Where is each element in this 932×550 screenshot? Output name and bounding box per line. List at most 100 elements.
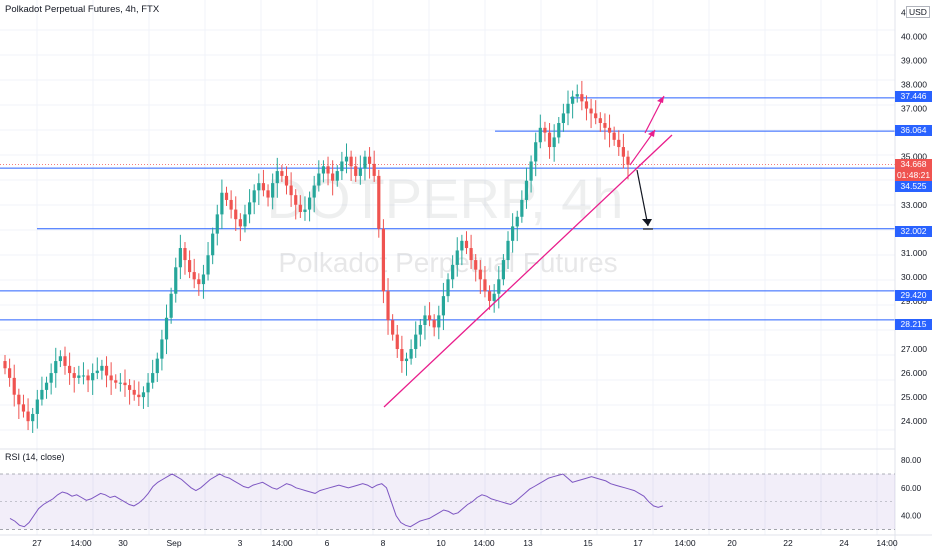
- candle-body: [612, 132, 616, 140]
- candle-body: [266, 190, 270, 198]
- price-tag-28215: 28.215: [895, 319, 932, 330]
- projection-down: [636, 169, 649, 227]
- candle-body: [515, 216, 519, 227]
- candle-body: [367, 156, 372, 164]
- candle-body: [552, 137, 556, 148]
- candle-body: [621, 147, 625, 157]
- candle-body: [178, 248, 182, 268]
- candle-body: [354, 166, 358, 176]
- price-tag-37446: 37.446: [895, 91, 932, 102]
- candle-body: [626, 156, 630, 165]
- arrow-head: [657, 96, 664, 103]
- candle-body: [201, 274, 206, 285]
- candle-body: [243, 214, 247, 227]
- price-tag-29420: 29.420: [895, 290, 932, 301]
- candle-body: [252, 190, 256, 203]
- time-axis-label: Sep: [166, 538, 181, 548]
- price-tag-36064: 36.064: [895, 125, 932, 136]
- candle-body: [8, 368, 12, 378]
- candle-body: [474, 260, 478, 270]
- candle-body: [340, 161, 344, 172]
- candle-body: [169, 293, 173, 318]
- candle-body: [81, 375, 86, 377]
- candle-body: [31, 413, 35, 422]
- time-axis-label: 22: [783, 538, 793, 548]
- candle-body: [183, 248, 187, 261]
- candle-body: [72, 373, 76, 378]
- candle-body: [395, 334, 399, 350]
- candle-body: [261, 183, 266, 191]
- candle-body: [372, 163, 376, 176]
- candle-body: [44, 382, 49, 390]
- candle-body: [603, 123, 607, 128]
- candle-body: [529, 161, 533, 181]
- candle-body: [229, 199, 233, 210]
- candle-body: [547, 132, 552, 148]
- candle-body: [409, 349, 413, 359]
- candle-body: [418, 324, 422, 335]
- chart-title: Polkadot Perpetual Futures, 4h, FTX: [5, 4, 160, 15]
- candle-body: [460, 240, 464, 251]
- candle-body: [257, 183, 261, 191]
- candle-body: [520, 199, 524, 217]
- candle-body: [137, 394, 141, 398]
- candle-body: [575, 94, 579, 97]
- rsi-axis-label: 40.00: [901, 512, 922, 521]
- candle-body: [17, 394, 21, 405]
- candle-body: [511, 226, 515, 241]
- candle-body: [220, 192, 224, 215]
- candle-body: [524, 180, 529, 200]
- candle-body: [580, 94, 584, 102]
- candle-body: [432, 320, 436, 328]
- candle-body: [557, 123, 561, 138]
- arrow-head: [648, 130, 655, 137]
- candle-body: [344, 156, 349, 162]
- candle-body: [598, 118, 602, 124]
- candle-body: [464, 240, 469, 249]
- currency-selector[interactable]: USD: [906, 6, 930, 18]
- candle-body: [12, 377, 16, 395]
- price-axis-label: 35.000: [901, 152, 927, 162]
- candle-body: [63, 356, 67, 366]
- candle-body: [607, 127, 612, 133]
- time-axis-label: 6: [325, 538, 330, 548]
- candle-body: [589, 108, 593, 114]
- rsi-legend[interactable]: RSI (14, close): [5, 452, 65, 462]
- candle-body: [492, 293, 496, 301]
- rsi-axis-label: 60.00: [901, 484, 922, 493]
- time-axis-label: 8: [381, 538, 386, 548]
- time-axis-label: 14:00: [70, 538, 92, 548]
- candle-body: [118, 382, 122, 384]
- candle-body: [561, 113, 565, 124]
- candle-body: [40, 389, 44, 400]
- candle-body: [275, 171, 279, 184]
- price-axis-label: 31.000: [901, 248, 927, 258]
- candle-body: [377, 175, 381, 229]
- candle-body: [497, 279, 501, 294]
- candle-body: [132, 389, 136, 395]
- candle-body: [427, 315, 432, 321]
- candle-body: [358, 168, 362, 176]
- price-axis-label: 37.000: [901, 104, 927, 114]
- candle-body: [164, 317, 169, 340]
- candle-body: [141, 392, 146, 398]
- candle-body: [307, 197, 312, 210]
- time-axis-label: 10: [436, 538, 446, 548]
- time-axis-label: 14:00: [876, 538, 898, 548]
- candle-body: [391, 320, 395, 335]
- candle-body: [386, 291, 390, 321]
- candle-body: [21, 404, 26, 412]
- candle-body: [104, 365, 109, 376]
- candle-body: [349, 156, 353, 167]
- candle-body: [26, 411, 30, 422]
- candle-body: [86, 375, 90, 381]
- candle-body: [303, 209, 307, 212]
- candle-body: [317, 173, 321, 186]
- candle-body: [617, 139, 621, 148]
- candle-body: [206, 255, 210, 275]
- time-axis-label: 14:00: [674, 538, 696, 548]
- candle-body: [566, 103, 570, 114]
- time-axis-label: 17: [633, 538, 643, 548]
- candle-body: [487, 291, 492, 301]
